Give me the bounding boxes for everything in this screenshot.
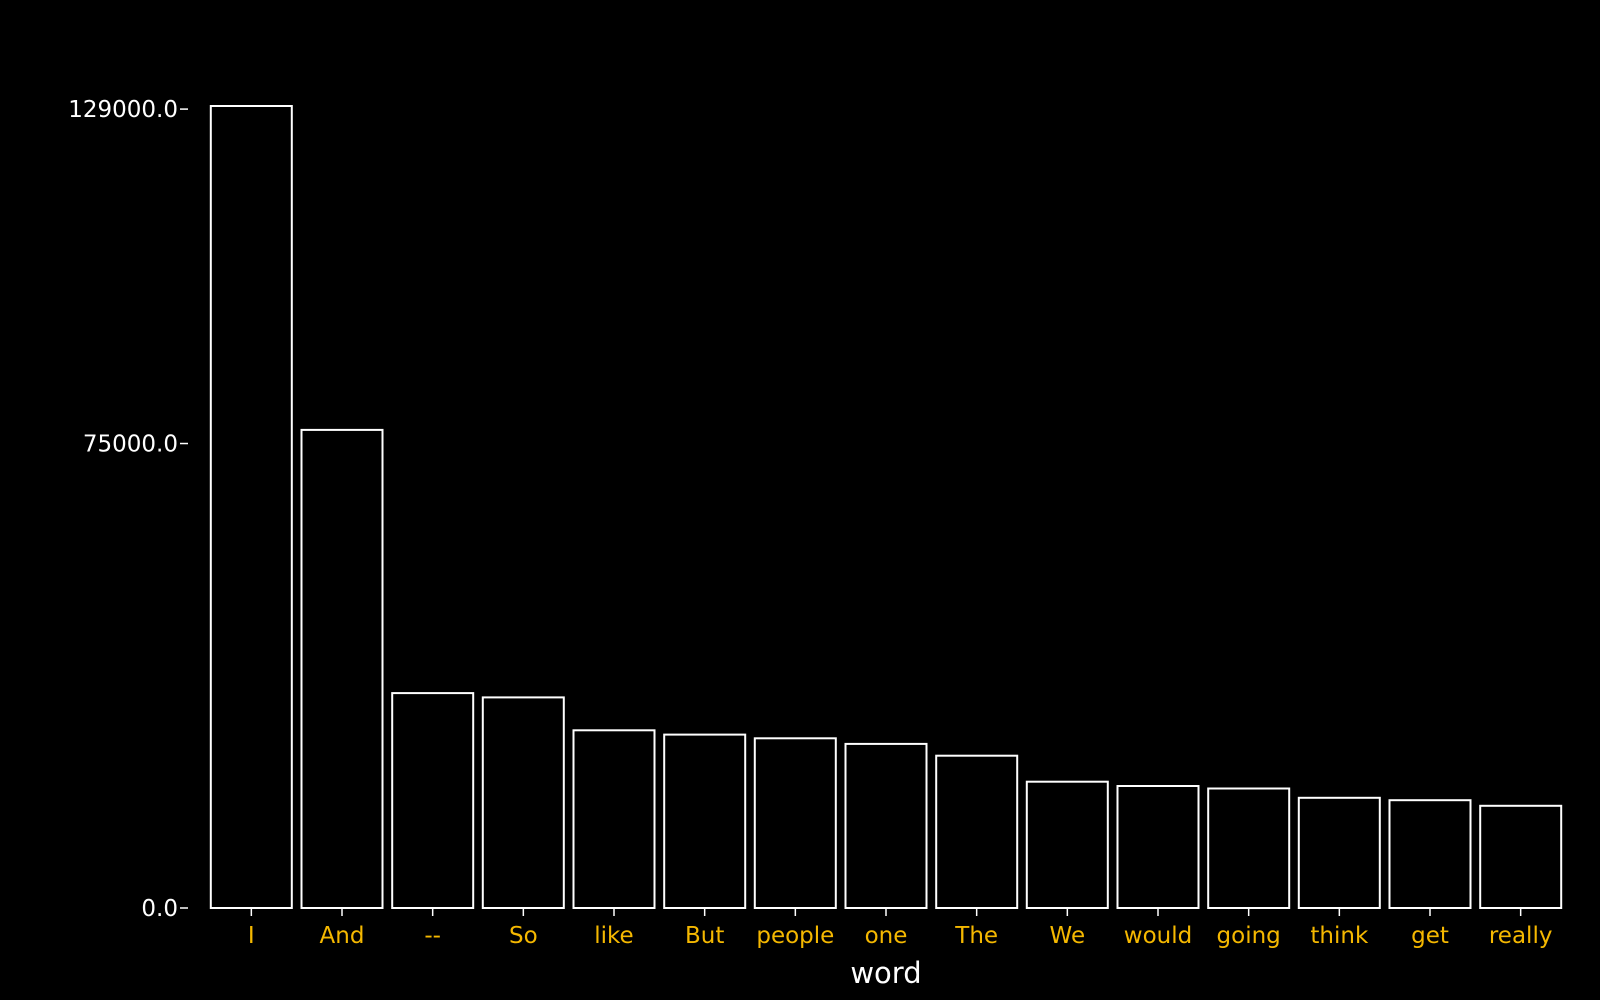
x-tick-label: I <box>248 923 255 949</box>
x-tick-label: like <box>594 923 633 949</box>
y-axis: 0.0 75000.0 129000.0 <box>68 97 188 922</box>
bar-4 <box>572 729 656 909</box>
x-tick-label: think <box>1310 923 1369 949</box>
bar-11 <box>1207 787 1291 909</box>
x-tick-label: So <box>509 923 538 949</box>
bar-13 <box>1388 799 1472 910</box>
bar-12 <box>1297 796 1381 909</box>
bar-0 <box>209 105 293 909</box>
x-tick-label: The <box>954 923 998 949</box>
x-tick-label: We <box>1050 923 1086 949</box>
x-tick-label: But <box>685 923 724 949</box>
bar-8 <box>935 754 1019 910</box>
x-tick-label: going <box>1217 923 1281 949</box>
bar-2 <box>391 692 475 909</box>
x-tick-label: -- <box>424 923 441 949</box>
bar-5 <box>663 733 747 909</box>
y-tick-label: 0.0 <box>141 896 178 922</box>
x-tick-label: people <box>756 923 834 949</box>
x-tick-label: And <box>320 923 365 949</box>
x-tick-label: really <box>1489 923 1553 949</box>
bar-14 <box>1479 804 1563 909</box>
bars-layer <box>209 105 1563 910</box>
x-tick-label: get <box>1411 923 1449 949</box>
y-tick-label: 129000.0 <box>68 97 178 123</box>
x-ticks-layer: I And -- So like But people one The We would going t… <box>248 908 1553 949</box>
bar-6 <box>753 737 837 909</box>
bar-7 <box>844 742 928 910</box>
bar-9 <box>1025 780 1109 910</box>
bar-3 <box>481 696 565 910</box>
x-tick-label: one <box>865 923 908 949</box>
x-tick-label: would <box>1124 923 1192 949</box>
y-tick-label: 75000.0 <box>83 432 178 458</box>
x-axis-title: word <box>850 956 921 990</box>
bar-10 <box>1116 785 1200 909</box>
bar-1 <box>300 428 384 909</box>
